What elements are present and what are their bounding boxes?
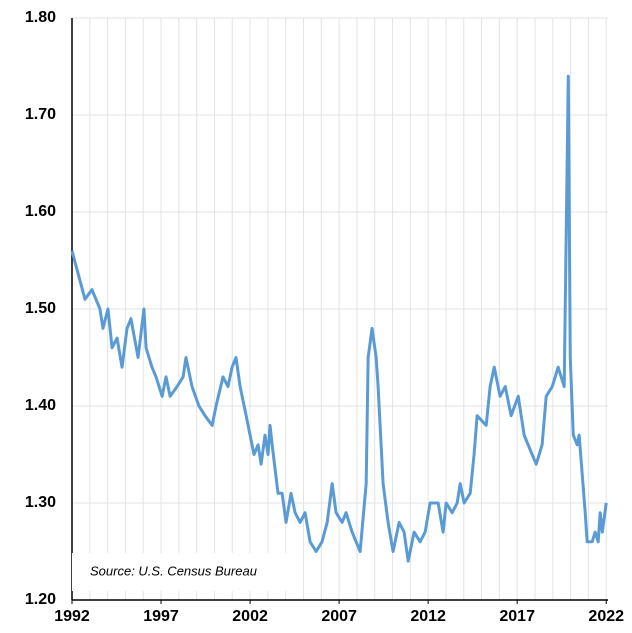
y-tick-label: 1.50 [25,300,56,317]
y-tick-label: 1.30 [25,494,56,511]
x-tick-label: 1992 [54,608,90,625]
x-tick-label: 2012 [410,608,446,625]
y-tick-label: 1.80 [25,9,56,26]
y-tick-label: 1.40 [25,397,56,414]
y-tick-label: 1.20 [25,591,56,608]
data-line [70,74,608,563]
annotation-box [72,553,290,591]
x-tick-label: 2022 [588,608,624,625]
x-tick-label: 2007 [321,608,357,625]
y-tick-label: 1.60 [25,203,56,220]
y-tick-label: 1.70 [25,106,56,123]
annotation: Source: U.S. Census Bureau [90,563,257,578]
x-tick-label: 2002 [232,608,268,625]
x-tick-label: 2017 [499,608,535,625]
x-tick-label: 1997 [143,608,179,625]
